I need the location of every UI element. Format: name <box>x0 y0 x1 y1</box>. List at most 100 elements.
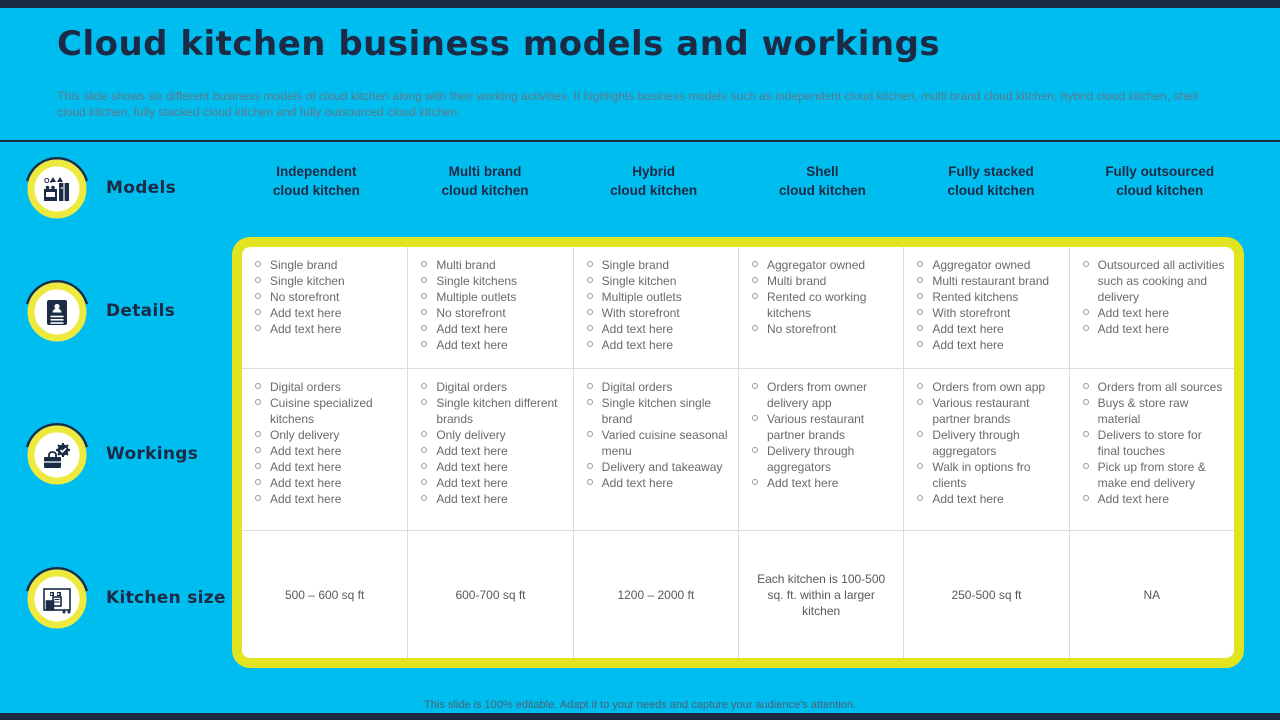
bullet-text: Add text here <box>932 492 1004 506</box>
bullet-item: Add text here <box>421 337 564 353</box>
bullet-icon <box>421 325 428 331</box>
toolbox-gear-icon <box>25 422 89 485</box>
bullet-item: Delivery through aggregators <box>751 443 895 475</box>
bullet-icon <box>917 309 924 315</box>
bullet-item: Pick up from store & make end delivery <box>1082 459 1226 491</box>
details-list: Aggregator owned Multi brand Rented co wor… <box>751 257 895 337</box>
bullet-icon <box>1082 325 1089 331</box>
row-label-kitchen-size: Kitchen size <box>106 588 226 608</box>
bullet-text: Pick up from store & make end delivery <box>1097 460 1206 490</box>
workings-list: Orders from own app Various restaurant pa… <box>917 379 1060 507</box>
table-header-row: Independent cloud kitchen Multi brand cloud… <box>232 162 1244 200</box>
bullet-item: Outsourced all activities such as cookin… <box>1082 257 1226 305</box>
bullet-text: Multiple outlets <box>436 290 517 304</box>
bullet-item: Single kitchen <box>255 273 399 289</box>
bullet-text: Buys & store raw material <box>1097 396 1189 426</box>
bullet-item: Multi brand <box>751 273 895 289</box>
bullet-item: Add text here <box>255 443 399 459</box>
bullet-icon <box>1082 399 1089 405</box>
bullet-text: Only delivery <box>436 428 506 442</box>
bullet-icon <box>586 325 593 331</box>
bullet-text: Digital orders <box>270 380 341 394</box>
bullet-item: Digital orders <box>421 379 564 395</box>
bullet-text: Orders from all sources <box>1097 380 1223 394</box>
bullet-item: Buys & store raw material <box>1082 395 1226 427</box>
kitchen-stove-icon: O₂ <box>25 156 89 219</box>
workings-cell: Digital orders Cuisine specialized kitche… <box>242 368 408 530</box>
bullet-text: Single kitchens <box>436 274 518 288</box>
bullet-text: Single kitchen <box>601 274 677 288</box>
bullet-icon <box>255 383 261 389</box>
bullet-icon <box>917 495 924 501</box>
bullet-icon <box>751 261 758 267</box>
column-header-line2: cloud kitchen <box>778 183 866 198</box>
bullet-item: Cuisine specialized kitchens <box>255 395 399 427</box>
bullet-item: Delivers to store for final touches <box>1082 427 1226 459</box>
bullet-icon <box>421 277 428 283</box>
rail-item-kitchen-size: Kitchen size <box>20 559 226 637</box>
bullet-item: Orders from all sources <box>1082 379 1226 395</box>
bullet-item: Multiple outlets <box>586 289 730 305</box>
bullet-item: Add text here <box>751 475 895 491</box>
bullet-text: Aggregator owned <box>932 258 1031 272</box>
column-header: Shell cloud kitchen <box>738 162 907 200</box>
page-title: Cloud kitchen business models and workin… <box>57 24 941 64</box>
workings-list: Digital orders Cuisine specialized kitche… <box>255 379 399 507</box>
column-header-line1: Fully outsourced <box>1105 164 1215 179</box>
bullet-text: Add text here <box>436 476 508 490</box>
bullet-icon <box>751 325 758 331</box>
workings-cell: Orders from owner delivery app Various re… <box>737 368 904 530</box>
bullet-icon <box>586 431 593 437</box>
resume-document-icon <box>25 279 89 342</box>
workings-list: Digital orders Single kitchen different b… <box>421 379 564 507</box>
bullet-text: Single kitchen single brand <box>601 396 712 426</box>
bullet-item: Add text here <box>586 475 730 491</box>
kitchen-size-value: Each kitchen is 100-500 sq. ft. within a… <box>757 571 886 618</box>
bullet-icon <box>255 261 261 267</box>
kitchen-size-cell: 500 – 600 sq ft <box>242 530 408 658</box>
bullet-text: With storefront <box>601 306 680 320</box>
bullet-text: Add text here <box>270 460 342 474</box>
kitchen-size-cell: 1200 – 2000 ft <box>572 530 738 658</box>
bullet-item: Multiple outlets <box>421 289 564 305</box>
bullet-text: Cuisine specialized kitchens <box>270 396 373 426</box>
bullet-icon <box>255 431 261 437</box>
bullet-icon <box>421 447 428 453</box>
column-header-line2: cloud kitchen <box>947 183 1035 198</box>
kitchen-appliance-icon <box>25 566 89 629</box>
bullet-icon <box>917 325 924 331</box>
bullet-item: Add text here <box>586 321 730 337</box>
bullet-text: Add text here <box>1097 306 1170 320</box>
workings-cell: Digital orders Single kitchen single bran… <box>572 368 738 530</box>
bullet-icon <box>421 431 428 437</box>
bullet-icon <box>1082 261 1089 267</box>
bullet-icon <box>586 383 593 389</box>
kitchen-size-value: 1200 – 2000 ft <box>617 587 695 602</box>
bullet-icon <box>255 447 261 453</box>
bullet-item: Single brand <box>586 257 730 273</box>
bullet-item: With storefront <box>917 305 1060 321</box>
bullet-text: Add text here <box>436 460 508 474</box>
bullet-item: Add text here <box>421 459 564 475</box>
bullet-icon <box>421 495 428 501</box>
bullet-item: Delivery and takeaway <box>586 459 730 475</box>
bullet-icon <box>421 293 428 299</box>
bullet-text: Add text here <box>601 476 674 490</box>
column-header-line2: cloud kitchen <box>1116 183 1204 198</box>
bullet-icon <box>421 463 428 469</box>
bullet-text: Delivery through aggregators <box>932 428 1020 458</box>
footer-note: This slide is 100% editable. Adapt it to… <box>424 699 856 711</box>
bullet-item: Add text here <box>421 491 564 507</box>
bullet-text: Rented co working kitchens <box>766 290 867 320</box>
details-cell: Outsourced all activities such as cookin… <box>1068 247 1234 368</box>
bullet-item: Orders from owner delivery app <box>751 379 895 411</box>
bullet-text: Add text here <box>932 322 1004 336</box>
table-grid: Single brand Single kitchen No storefront A… <box>242 247 1234 658</box>
bottom-accent-bar <box>0 713 1280 720</box>
bullet-text: Add text here <box>436 338 508 352</box>
bullet-icon <box>255 309 261 315</box>
bullet-text: Add text here <box>766 476 839 490</box>
header-divider <box>0 140 1280 142</box>
bullet-text: No storefront <box>270 290 340 304</box>
bullet-icon <box>255 495 261 501</box>
